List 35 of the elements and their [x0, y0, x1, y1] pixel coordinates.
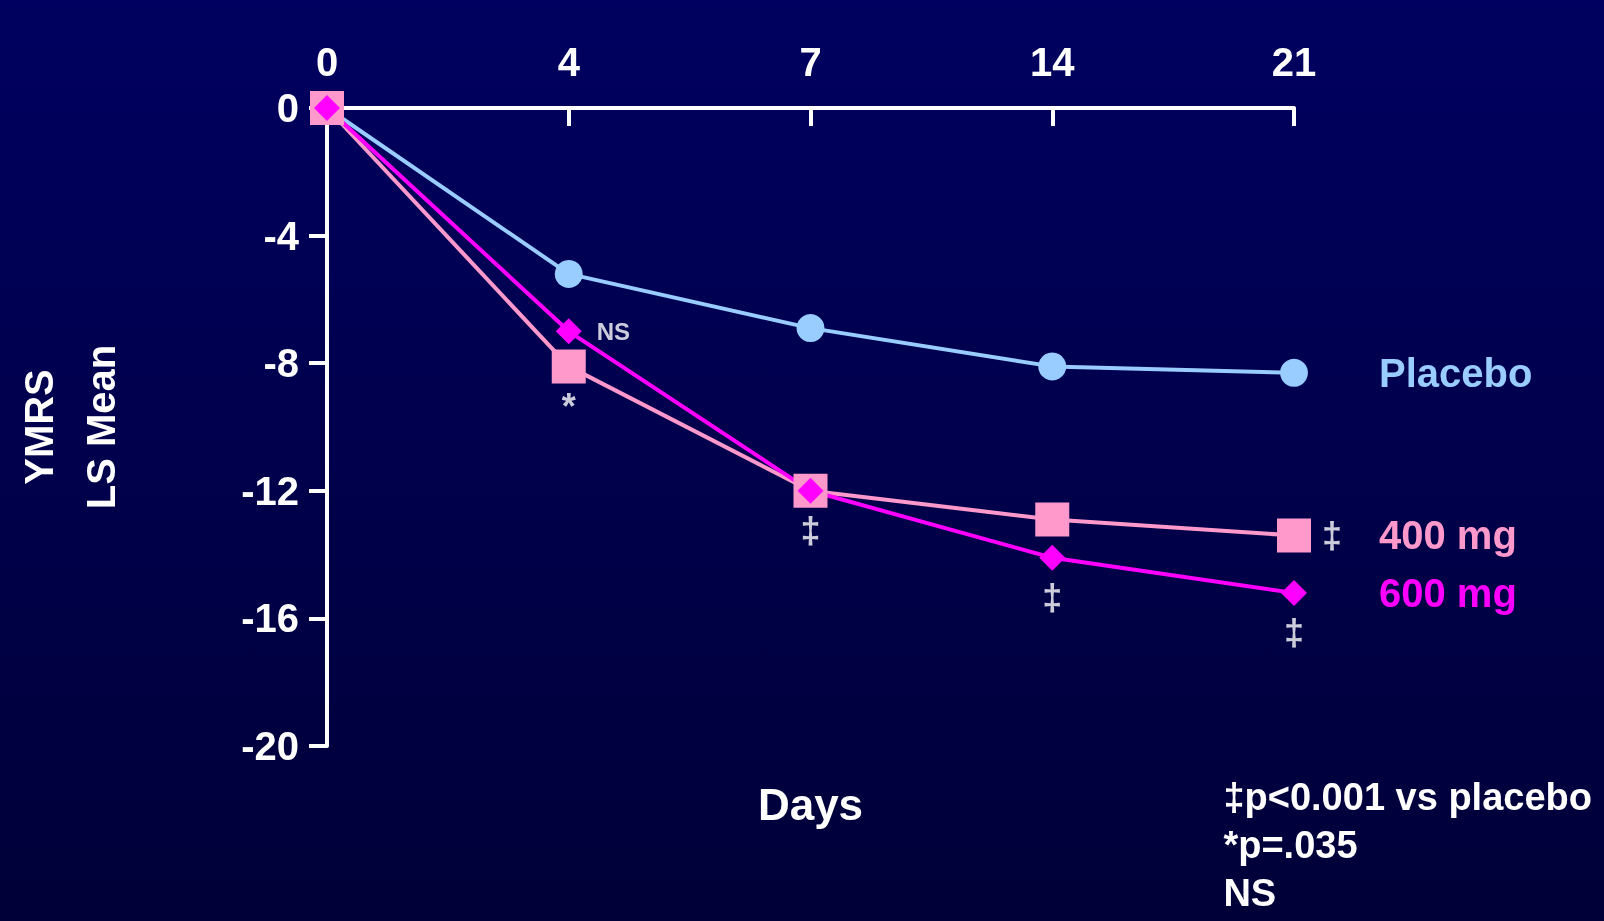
series-label: Placebo	[1379, 350, 1533, 395]
series-label: 400 mg	[1379, 513, 1517, 558]
annotation: NS	[596, 317, 631, 345]
point	[555, 318, 582, 345]
y-tick-label: -12	[241, 468, 299, 513]
point	[1277, 518, 1311, 553]
annotation: ‡	[1322, 514, 1343, 556]
point	[1038, 352, 1067, 381]
point	[796, 314, 825, 343]
annotation: *	[561, 385, 576, 427]
x-tick-label: 4	[557, 40, 581, 84]
point	[1280, 358, 1308, 387]
x-tick-label: 0	[315, 40, 339, 84]
annotation: ‡	[800, 510, 821, 552]
y-tick-label: -20	[241, 724, 299, 768]
x-tick-label: 14	[1030, 40, 1076, 84]
series-label: 600 mg	[1379, 570, 1517, 615]
point	[1035, 502, 1070, 537]
point	[1039, 544, 1066, 571]
annotation: ‡	[1042, 577, 1063, 619]
text: NS	[1223, 872, 1277, 914]
y-tick-label: 0	[276, 86, 299, 130]
annotation: ‡	[1283, 612, 1305, 654]
x-axis-title: Days	[757, 779, 864, 829]
y-tick-label: -4	[263, 213, 300, 258]
text: ‡p<0.001 vs placebo	[1223, 776, 1592, 818]
x-tick-label: 7	[799, 40, 822, 84]
x-tick-label: 21	[1271, 40, 1317, 84]
point	[551, 349, 586, 384]
y-tick-label: -16	[241, 596, 299, 641]
y-axis-title: YMRS LS Mean	[17, 344, 123, 510]
point	[554, 259, 583, 288]
y-tick-label: -8	[263, 341, 299, 386]
text: *p=.035	[1223, 824, 1358, 866]
point	[1281, 579, 1307, 606]
